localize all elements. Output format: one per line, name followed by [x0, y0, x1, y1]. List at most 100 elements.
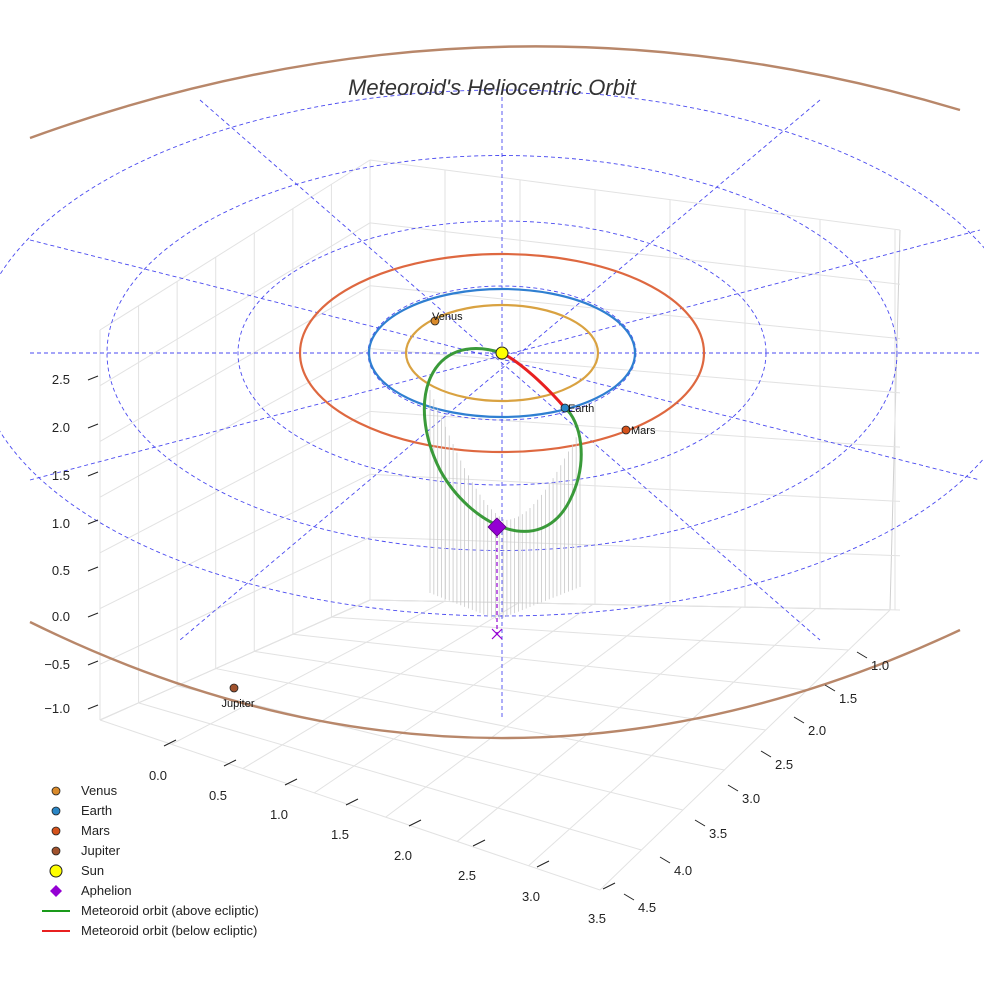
sun-marker [495, 346, 509, 360]
z-tick-label: −0.5 [44, 657, 70, 672]
z-tick-mark [87, 704, 99, 710]
legend-label: Aphelion [81, 883, 132, 898]
y-tick-label: 4.5 [638, 900, 656, 915]
legend-label: Earth [81, 803, 112, 818]
x-tick-label: 1.0 [270, 807, 288, 822]
x-tick-mark [223, 759, 237, 767]
legend-item: Aphelion [50, 883, 132, 898]
z-tick-label: 1.5 [52, 468, 70, 483]
legend-label: Meteoroid orbit (below ecliptic) [81, 923, 257, 938]
x-tick-mark [163, 739, 177, 747]
z-tick-label: 2.5 [52, 372, 70, 387]
z-tick-mark [87, 612, 99, 618]
jupiter-marker [229, 683, 239, 693]
z-tick-mark [87, 519, 99, 525]
venus-marker [430, 316, 440, 326]
y-tick-label: 2.0 [808, 723, 826, 738]
legend-item: Meteoroid orbit (above ecliptic) [42, 903, 259, 918]
meteoroid-orbit-above [422, 347, 583, 533]
jupiter-label: Jupiter [221, 698, 254, 710]
y-tick-label: 1.0 [871, 658, 889, 673]
y-tick-mark [694, 819, 706, 827]
floor-grid-line [171, 600, 445, 745]
ecliptic-ring [106, 155, 898, 551]
legend-swatch [50, 885, 62, 897]
legend-item: Venus [51, 783, 118, 798]
floor-grid-line [99, 599, 371, 721]
floor-grid-line [314, 603, 594, 794]
floor-grid-line [177, 685, 683, 811]
x-tick-mark [408, 819, 422, 827]
mars-orbit [298, 252, 706, 454]
aphelion-marker [487, 517, 507, 537]
y-tick-mark [824, 684, 836, 692]
x-tick-label: 2.0 [394, 848, 412, 863]
y-tick-label: 4.0 [674, 863, 692, 878]
z-tick-label: 0.5 [52, 563, 70, 578]
legend-item: Earth [51, 803, 112, 818]
earth-marker [560, 403, 570, 413]
z-tick-mark [87, 566, 99, 572]
z-tick-label: 0.0 [52, 609, 70, 624]
pane-grid-line [369, 285, 901, 340]
legend-item: Sun [49, 863, 104, 878]
venus-label: Venus [432, 311, 463, 323]
legend-swatch [51, 806, 61, 816]
mars-marker [621, 425, 631, 435]
pane-grid-line [99, 159, 371, 331]
ecliptic-grid [0, 89, 984, 720]
floor-grid-line [385, 605, 668, 818]
x-tick-label: 3.0 [522, 889, 540, 904]
legend-swatch [51, 786, 61, 796]
earth-label: Earth [568, 403, 594, 415]
y-tick-mark [623, 893, 635, 901]
ecliptic-spoke [29, 239, 981, 481]
pane-grid-line [369, 348, 901, 394]
z-tick-label: 2.0 [52, 420, 70, 435]
legend-swatch [49, 864, 63, 878]
z-tick-mark [87, 423, 99, 429]
pane-grid-line [99, 536, 371, 665]
pane-grid-line [369, 159, 901, 231]
legend-item: Meteoroid orbit (below ecliptic) [42, 923, 257, 938]
y-tick-label: 3.0 [742, 791, 760, 806]
earth-orbit [367, 287, 637, 419]
pane-grid-line [369, 473, 901, 502]
pane-grid-line [99, 348, 371, 498]
floor-grid-line [369, 599, 891, 611]
pane-grid-line [369, 410, 901, 448]
legend: Venus Earth Mars Jupiter Sun Aphelion Meteoroi… [42, 783, 259, 938]
pane-grid-line [99, 285, 371, 442]
z-tick-mark [87, 471, 99, 477]
floor-grid-line [528, 608, 817, 867]
floor-grid-line [456, 606, 742, 842]
legend-label: Jupiter [81, 843, 121, 858]
floor-grid-line [242, 602, 519, 769]
y-tick-label: 1.5 [839, 691, 857, 706]
venus-orbit [404, 303, 600, 403]
pane-grid-line [369, 536, 901, 557]
x-tick-label: 0.5 [209, 788, 227, 803]
x-tick-label: 2.5 [458, 868, 476, 883]
floor-grid-line [331, 616, 849, 651]
floor-grid-line [99, 719, 601, 891]
legend-swatch [51, 846, 61, 856]
y-tick-mark [760, 750, 772, 758]
markers: Venus Earth Mars Jupiter [221, 311, 655, 710]
legend-item: Jupiter [51, 843, 121, 858]
mars-label: Mars [631, 425, 656, 437]
x-tick-mark [536, 860, 550, 868]
y-tick-mark [793, 716, 805, 724]
z-tick-label: −1.0 [44, 701, 70, 716]
floor-grid-line [138, 702, 642, 851]
x-tick-mark [284, 778, 298, 786]
pane-grid-line [99, 473, 371, 610]
jupiter-orbit-near [29, 620, 961, 740]
y-tick-label: 3.5 [709, 826, 727, 841]
y-tick-mark [659, 856, 671, 864]
z-tick-mark [87, 375, 99, 381]
floor-grid-line [254, 650, 766, 731]
axis-ticks: −1.0 −0.5 0.0 0.5 1.0 1.5 2.0 2.5 0.0 0.5 1.0 1.5 2.… [44, 372, 889, 926]
legend-label: Meteoroid orbit (above ecliptic) [81, 903, 259, 918]
